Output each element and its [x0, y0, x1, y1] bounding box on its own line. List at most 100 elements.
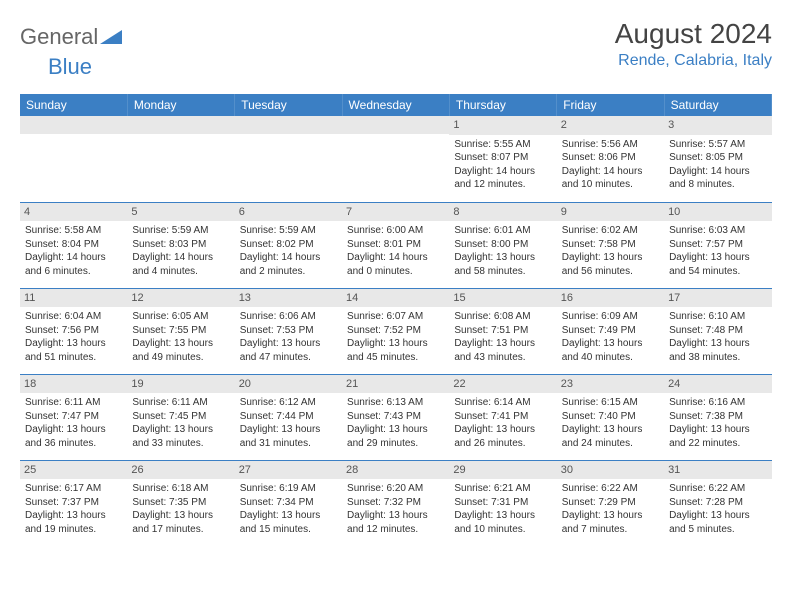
- calendar-cell: 18Sunrise: 6:11 AMSunset: 7:47 PMDayligh…: [20, 374, 127, 460]
- sunrise-text: Sunrise: 6:16 AM: [669, 396, 766, 410]
- calendar-cell: 9Sunrise: 6:02 AMSunset: 7:58 PMDaylight…: [557, 202, 664, 288]
- day-number: 12: [127, 289, 234, 308]
- title-block: August 2024 Rende, Calabria, Italy: [615, 18, 772, 70]
- sunset-text: Sunset: 8:02 PM: [240, 238, 337, 252]
- sunrise-text: Sunrise: 6:15 AM: [562, 396, 659, 410]
- calendar-cell: 23Sunrise: 6:15 AMSunset: 7:40 PMDayligh…: [557, 374, 664, 460]
- sunset-text: Sunset: 8:07 PM: [454, 151, 551, 165]
- location: Rende, Calabria, Italy: [615, 52, 772, 70]
- daylight-text: Daylight: 13 hours and 7 minutes.: [562, 509, 659, 536]
- calendar-cell: [20, 116, 127, 202]
- sunrise-text: Sunrise: 5:59 AM: [132, 224, 229, 238]
- sunset-text: Sunset: 8:05 PM: [669, 151, 766, 165]
- calendar-cell: 13Sunrise: 6:06 AMSunset: 7:53 PMDayligh…: [235, 288, 342, 374]
- calendar-cell: 14Sunrise: 6:07 AMSunset: 7:52 PMDayligh…: [342, 288, 449, 374]
- sunrise-text: Sunrise: 5:59 AM: [240, 224, 337, 238]
- day-number: 20: [235, 375, 342, 394]
- calendar-cell: 29Sunrise: 6:21 AMSunset: 7:31 PMDayligh…: [449, 460, 556, 546]
- sunrise-text: Sunrise: 6:07 AM: [347, 310, 444, 324]
- daylight-text: Daylight: 13 hours and 49 minutes.: [132, 337, 229, 364]
- calendar-cell: 6 Sunrise: 5:59 AMSunset: 8:02 PMDaylight…: [235, 202, 342, 288]
- calendar-row: 18Sunrise: 6:11 AMSunset: 7:47 PMDayligh…: [20, 374, 772, 460]
- header-sunday: Sunday: [20, 94, 127, 116]
- day-number: 21: [342, 375, 449, 394]
- calendar-cell: 20Sunrise: 6:12 AMSunset: 7:44 PMDayligh…: [235, 374, 342, 460]
- daylight-text: Daylight: 14 hours and 2 minutes.: [240, 251, 337, 278]
- sunrise-text: Sunrise: 6:18 AM: [132, 482, 229, 496]
- sunrise-text: Sunrise: 6:04 AM: [25, 310, 122, 324]
- daylight-text: Daylight: 13 hours and 58 minutes.: [454, 251, 551, 278]
- day-number: 15: [449, 289, 556, 308]
- calendar-cell: 19Sunrise: 6:11 AMSunset: 7:45 PMDayligh…: [127, 374, 234, 460]
- sunrise-text: Sunrise: 6:05 AM: [132, 310, 229, 324]
- daylight-text: Daylight: 13 hours and 22 minutes.: [669, 423, 766, 450]
- header-monday: Monday: [127, 94, 234, 116]
- sunset-text: Sunset: 7:29 PM: [562, 496, 659, 510]
- daylight-text: Daylight: 13 hours and 10 minutes.: [454, 509, 551, 536]
- day-number: 25: [20, 461, 127, 480]
- calendar-cell: 7Sunrise: 6:00 AMSunset: 8:01 PMDaylight…: [342, 202, 449, 288]
- sunset-text: Sunset: 8:04 PM: [25, 238, 122, 252]
- calendar-cell: 30 Sunrise: 6:22 AMSunset: 7:29 PMDayligh…: [557, 460, 664, 546]
- sunrise-text: Sunrise: 6:22 AM: [562, 482, 659, 496]
- sunset-text: Sunset: 7:55 PM: [132, 324, 229, 338]
- calendar-cell: 1Sunrise: 5:55 AMSunset: 8:07 PMDaylight…: [449, 116, 556, 202]
- calendar-cell: 2Sunrise: 5:56 AMSunset: 8:06 PMDaylight…: [557, 116, 664, 202]
- daylight-text: Daylight: 13 hours and 54 minutes.: [669, 251, 766, 278]
- day-number: 11: [20, 289, 127, 308]
- sunrise-text: Sunrise: 6:19 AM: [240, 482, 337, 496]
- daylight-text: Daylight: 13 hours and 12 minutes.: [347, 509, 444, 536]
- daylight-text: Daylight: 13 hours and 56 minutes.: [562, 251, 659, 278]
- day-number: [20, 116, 127, 134]
- calendar-cell: 8Sunrise: 6:01 AMSunset: 8:00 PMDaylight…: [449, 202, 556, 288]
- calendar-cell: 21Sunrise: 6:13 AMSunset: 7:43 PMDayligh…: [342, 374, 449, 460]
- sunrise-text: Sunrise: 6:17 AM: [25, 482, 122, 496]
- day-number: 2: [557, 116, 664, 135]
- calendar-cell: 5Sunrise: 5:59 AMSunset: 8:03 PMDaylight…: [127, 202, 234, 288]
- daylight-text: Daylight: 13 hours and 5 minutes.: [669, 509, 766, 536]
- day-number: 27: [235, 461, 342, 480]
- calendar-cell: 3Sunrise: 5:57 AMSunset: 8:05 PMDaylight…: [664, 116, 771, 202]
- calendar-cell: 11Sunrise: 6:04 AMSunset: 7:56 PMDayligh…: [20, 288, 127, 374]
- calendar-row: 25Sunrise: 6:17 AMSunset: 7:37 PMDayligh…: [20, 460, 772, 546]
- calendar-cell: 4Sunrise: 5:58 AMSunset: 8:04 PMDaylight…: [20, 202, 127, 288]
- sunrise-text: Sunrise: 6:13 AM: [347, 396, 444, 410]
- calendar-cell: 28Sunrise: 6:20 AMSunset: 7:32 PMDayligh…: [342, 460, 449, 546]
- sunset-text: Sunset: 7:35 PM: [132, 496, 229, 510]
- calendar-row: 4Sunrise: 5:58 AMSunset: 8:04 PMDaylight…: [20, 202, 772, 288]
- sunset-text: Sunset: 7:51 PM: [454, 324, 551, 338]
- sunrise-text: Sunrise: 6:12 AM: [240, 396, 337, 410]
- sunrise-text: Sunrise: 6:22 AM: [669, 482, 766, 496]
- day-number: 22: [449, 375, 556, 394]
- calendar-cell: [342, 116, 449, 202]
- sunset-text: Sunset: 7:48 PM: [669, 324, 766, 338]
- daylight-text: Daylight: 13 hours and 26 minutes.: [454, 423, 551, 450]
- day-number: 26: [127, 461, 234, 480]
- day-header-row: Sunday Monday Tuesday Wednesday Thursday…: [20, 94, 772, 116]
- sunset-text: Sunset: 7:32 PM: [347, 496, 444, 510]
- day-number: 6: [235, 203, 342, 222]
- sunrise-text: Sunrise: 6:20 AM: [347, 482, 444, 496]
- calendar-cell: 10Sunrise: 6:03 AMSunset: 7:57 PMDayligh…: [664, 202, 771, 288]
- sunrise-text: Sunrise: 5:56 AM: [562, 138, 659, 152]
- daylight-text: Daylight: 13 hours and 31 minutes.: [240, 423, 337, 450]
- sunrise-text: Sunrise: 6:01 AM: [454, 224, 551, 238]
- day-number: 29: [449, 461, 556, 480]
- calendar-cell: 12 Sunrise: 6:05 AMSunset: 7:55 PMDayligh…: [127, 288, 234, 374]
- calendar-cell: [235, 116, 342, 202]
- day-number: 1: [449, 116, 556, 135]
- sunset-text: Sunset: 7:56 PM: [25, 324, 122, 338]
- daylight-text: Daylight: 13 hours and 15 minutes.: [240, 509, 337, 536]
- header-tuesday: Tuesday: [235, 94, 342, 116]
- sunset-text: Sunset: 7:43 PM: [347, 410, 444, 424]
- sunset-text: Sunset: 7:31 PM: [454, 496, 551, 510]
- day-number: 30: [557, 461, 664, 480]
- sunset-text: Sunset: 7:38 PM: [669, 410, 766, 424]
- daylight-text: Daylight: 14 hours and 10 minutes.: [562, 165, 659, 192]
- day-number: [127, 116, 234, 134]
- sunset-text: Sunset: 7:34 PM: [240, 496, 337, 510]
- calendar-cell: 17Sunrise: 6:10 AMSunset: 7:48 PMDayligh…: [664, 288, 771, 374]
- month-title: August 2024: [615, 18, 772, 50]
- day-number: [235, 116, 342, 134]
- sunrise-text: Sunrise: 6:10 AM: [669, 310, 766, 324]
